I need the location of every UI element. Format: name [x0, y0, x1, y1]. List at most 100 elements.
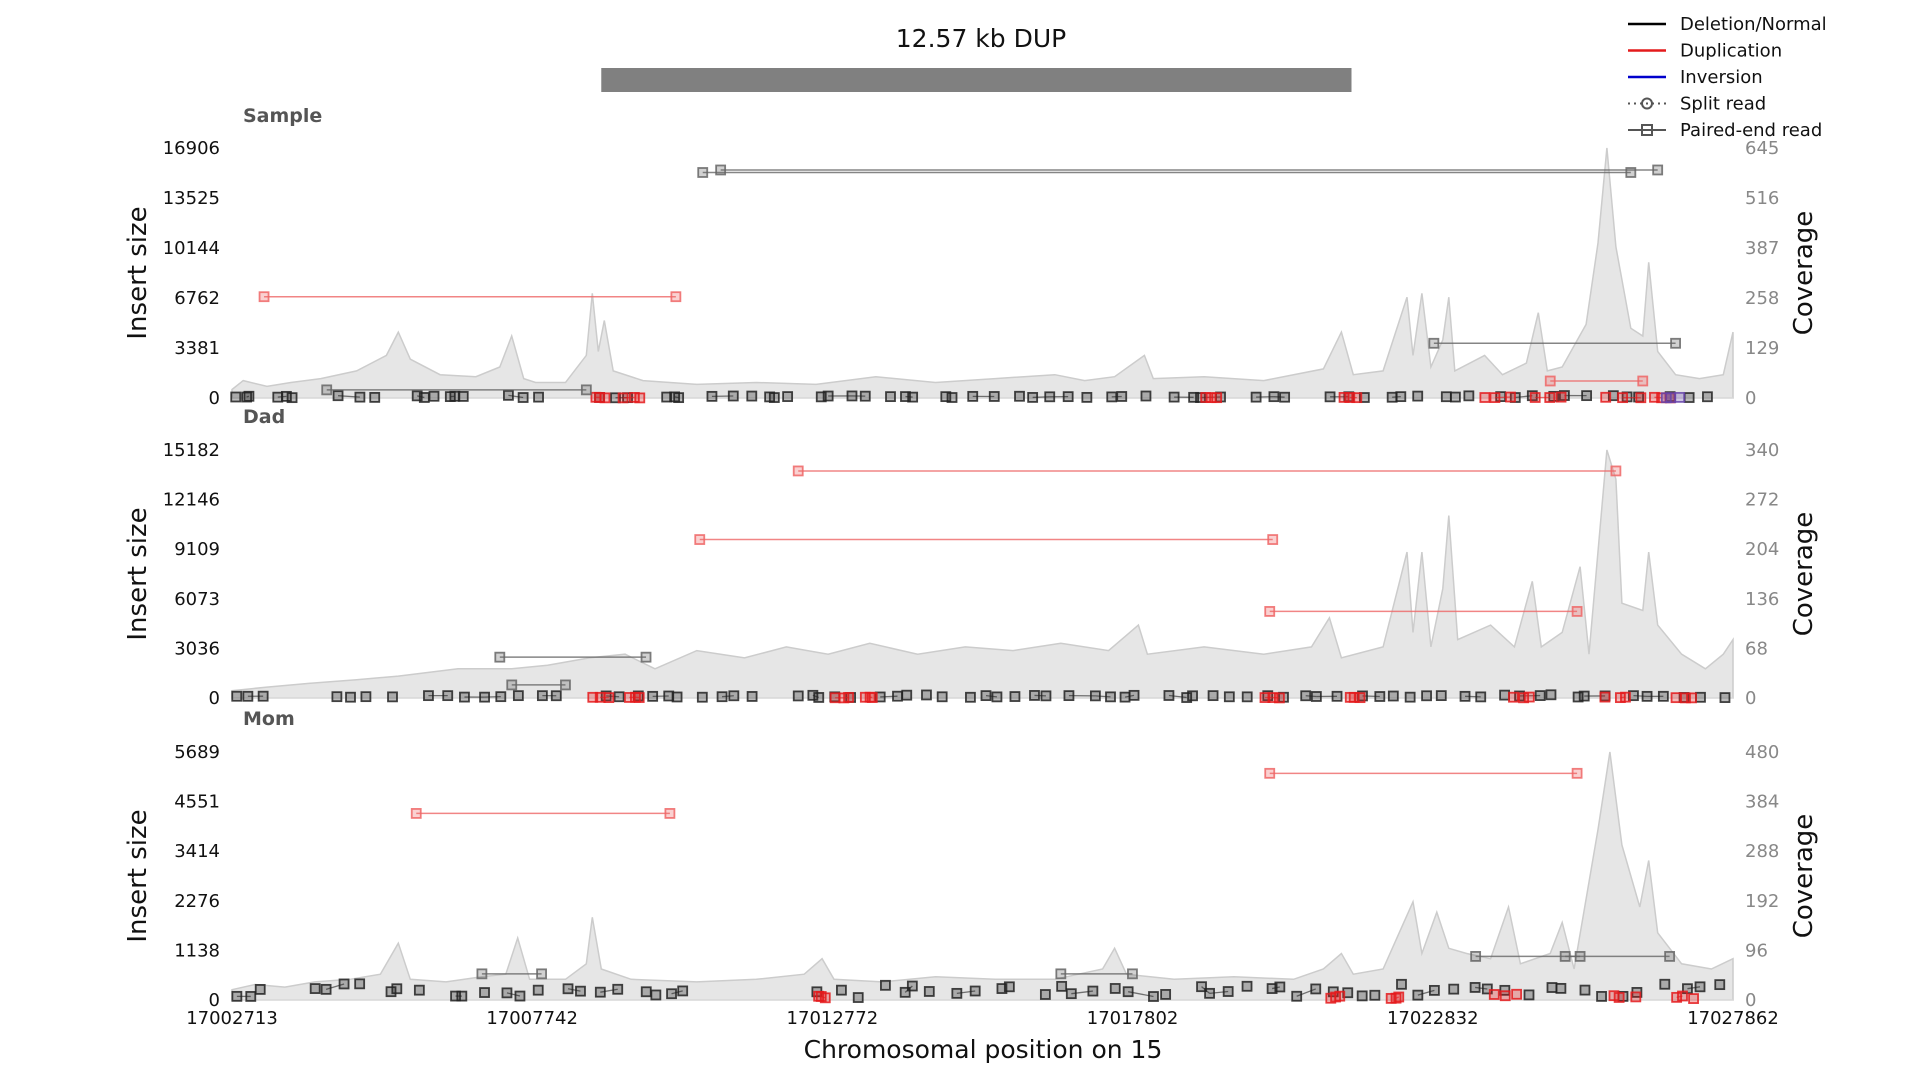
read-marker-inversion	[1674, 391, 1686, 403]
x-tick-label: 17017802	[1087, 1008, 1179, 1029]
read-marker-normal	[479, 987, 490, 998]
read-marker-normal	[1395, 391, 1407, 403]
read-pair-line	[671, 990, 683, 995]
paired-read-marker-normal	[1470, 951, 1482, 962]
read-marker-normal	[1358, 392, 1370, 403]
read-pair-line	[985, 694, 998, 698]
paired-read-marker-duplication	[792, 465, 804, 477]
y-tick-label: 12146	[163, 490, 220, 511]
read-marker-normal	[1128, 689, 1140, 701]
read-marker-duplication	[1338, 392, 1350, 403]
read-marker-normal	[1695, 691, 1706, 703]
read-marker-normal	[1356, 990, 1368, 1002]
x-axis: 17002713 17007742 17012772 17017802 17022832…	[186, 1008, 1779, 1029]
read-pair-line	[1296, 988, 1316, 997]
y-tick-label: 2276	[174, 891, 220, 912]
read-marker-normal	[885, 391, 896, 403]
x-axis-label: Chromosomal position on 15	[804, 1035, 1163, 1064]
coverage-axis-label: Coverage	[1789, 512, 1819, 637]
read-marker-duplication	[603, 692, 615, 704]
read-marker-duplication	[1600, 391, 1612, 403]
read-marker-duplication	[1677, 990, 1688, 1002]
x-tick-label: 17007742	[486, 1008, 578, 1029]
read-marker-normal	[1499, 689, 1511, 701]
paired-read-marker-normal	[1127, 968, 1138, 980]
legend-item: Inversion	[1628, 67, 1763, 88]
read-marker-normal	[1387, 690, 1399, 702]
read-marker-normal	[1274, 981, 1286, 993]
read-marker-duplication	[1518, 692, 1530, 704]
read-marker-normal	[1448, 983, 1460, 995]
read-marker-duplication	[1499, 990, 1511, 1002]
read-marker-normal	[1546, 982, 1558, 993]
read-marker-normal	[1714, 979, 1726, 991]
read-marker-normal	[1657, 690, 1669, 702]
read-marker-normal	[533, 391, 544, 403]
read-marker-normal	[1331, 690, 1343, 702]
x-tick-label: 17022832	[1387, 1008, 1479, 1029]
x-tick-label: 17002713	[186, 1008, 278, 1029]
panels: Sample 0 3381 6762 10144 13525 16906 0 129 258 387…	[123, 105, 1819, 1011]
legend-square-marker	[1641, 124, 1653, 136]
read-marker-duplication	[1488, 989, 1500, 1000]
read-marker-normal	[517, 392, 529, 403]
legend-label: Split read	[1680, 94, 1766, 115]
read-marker-duplication	[1670, 692, 1682, 704]
read-marker-normal	[1009, 691, 1021, 702]
read-marker-normal	[575, 985, 586, 997]
paired-read-marker-duplication	[410, 808, 422, 819]
paired-read-marker-duplication	[1264, 767, 1276, 779]
read-marker-normal	[901, 689, 913, 701]
read-marker-normal	[1222, 986, 1234, 997]
paired-read-marker-duplication	[670, 291, 682, 303]
paired-read-marker-duplication	[258, 291, 270, 303]
read-marker-normal	[1572, 691, 1584, 703]
read-marker-duplication	[1351, 392, 1363, 404]
read-marker-inversion	[1665, 392, 1677, 404]
coverage-area	[231, 751, 1734, 1001]
x-tick-label: 17012772	[787, 1008, 879, 1029]
read-marker-normal	[671, 691, 683, 703]
read-pair-line	[246, 395, 250, 398]
read-marker-normal	[532, 984, 544, 996]
coverage-tick-label: 272	[1745, 490, 1779, 511]
read-marker-normal	[514, 990, 526, 1002]
read-pair-line	[1168, 694, 1187, 699]
read-pair-line	[1417, 989, 1435, 996]
coverage-tick-label: 645	[1745, 138, 1779, 159]
y-tick-label: 15182	[163, 440, 220, 461]
read-marker-normal	[1014, 390, 1025, 402]
read-marker-normal	[965, 691, 976, 703]
coverage-tick-label: 136	[1745, 589, 1779, 610]
read-marker-normal	[1207, 690, 1219, 702]
read-marker-normal	[428, 390, 440, 402]
read-pair-line	[600, 988, 618, 993]
coverage-tick-label: 96	[1745, 940, 1768, 961]
paired-read-marker-normal	[1055, 968, 1067, 980]
read-marker-duplication	[1205, 392, 1217, 404]
read-marker-normal	[360, 691, 372, 703]
read-marker-normal	[1694, 981, 1706, 993]
read-marker-normal	[1428, 984, 1440, 996]
read-marker-duplication	[1620, 691, 1631, 703]
legend-item: Duplication	[1628, 41, 1782, 62]
read-marker-duplication	[1334, 990, 1346, 1002]
read-marker-normal	[1421, 690, 1432, 702]
read-marker-normal	[906, 980, 918, 992]
read-marker-normal	[1369, 989, 1381, 1001]
paired-read-marker-normal	[476, 968, 488, 980]
read-pair-line	[674, 396, 679, 399]
read-pair-line	[1032, 396, 1050, 399]
read-marker-normal	[1342, 987, 1354, 999]
panel-title: Mom	[243, 708, 295, 730]
read-marker-normal	[1534, 690, 1546, 701]
read-pair-line	[821, 995, 826, 999]
read-marker-normal	[746, 390, 758, 402]
read-marker-normal	[1440, 391, 1452, 403]
paired-read-marker-normal	[536, 968, 547, 980]
read-pair-line	[1465, 695, 1481, 698]
read-marker-normal	[418, 392, 430, 403]
paired-read-marker-normal	[560, 679, 571, 691]
read-marker-normal	[1526, 390, 1538, 402]
read-marker-normal	[1310, 983, 1322, 995]
